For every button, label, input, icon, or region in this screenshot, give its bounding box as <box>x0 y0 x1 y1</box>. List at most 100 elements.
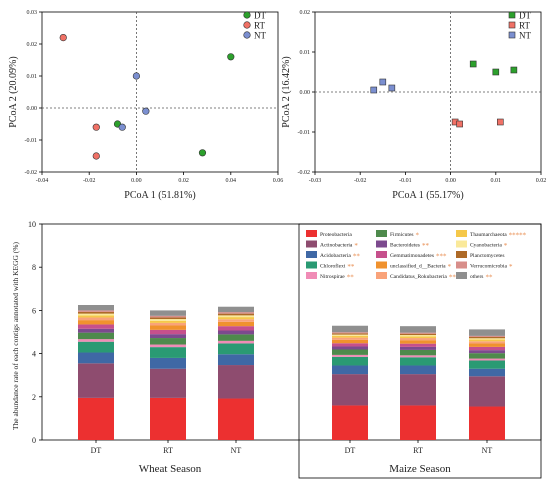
bar-segment-chloroflexi <box>332 356 368 366</box>
legend-swatch-proteobacteria <box>306 230 317 237</box>
legend-label: Cyanobacteria <box>470 243 502 249</box>
bar-segment-candidatus-rokubacteria <box>332 337 368 340</box>
legend-marker-dt <box>243 11 251 19</box>
bar-segment-cyanobacteria <box>78 313 114 316</box>
bar-segment-verrucomicrobia <box>332 332 368 334</box>
legend-swatch-thaumarchaeota <box>456 230 467 237</box>
y-tick-label: 0.00 <box>27 106 38 112</box>
legend-marker-nt <box>508 31 516 39</box>
legend-label: Planctomycetes <box>470 253 505 259</box>
x-tick-label: 0.06 <box>273 178 284 184</box>
x-tick-label: NT <box>231 446 242 455</box>
bar-segment-verrucomicrobia <box>218 312 254 314</box>
legend-swatch-actinobacteria <box>306 240 317 248</box>
legend-marker-rt <box>508 21 516 29</box>
legend-swatch-gemmatimonadetes <box>376 251 387 258</box>
bar-segment-chloroflexi <box>218 343 254 355</box>
legend-label: Chloroflexi <box>320 263 346 270</box>
legend-swatch-verrucomicrobia <box>456 261 467 269</box>
bar-segment-proteobacteria <box>400 405 436 440</box>
bar-segment-gemmatimonadetes <box>469 346 505 351</box>
legend-label: Gemmatimonadetes <box>390 253 434 259</box>
season-label: Maize Season <box>389 463 451 475</box>
bar-segment-planctomycetes <box>400 333 436 336</box>
point-rt <box>59 33 67 42</box>
y-tick-label: 8 <box>32 263 36 272</box>
bar-segment-cyanobacteria <box>218 315 254 318</box>
bar-segment-candidatus-rokubacteria <box>150 322 186 326</box>
legend-label: Firmicutes <box>390 232 414 238</box>
legend-swatch-unclassified-d-bacteria <box>376 261 387 269</box>
bar-segment-candidatus-rokubacteria <box>218 319 254 322</box>
legend-label-dt: DT <box>519 11 531 21</box>
x-axis-label: PCoA 1 (55.17%) <box>392 190 463 201</box>
bar-segment-cyanobacteria <box>400 335 436 337</box>
legend-label-rt: RT <box>519 21 530 31</box>
y-tick-label: -0.01 <box>298 130 311 136</box>
significance-marks: * <box>448 263 452 271</box>
point-rt <box>92 152 100 160</box>
point-rt <box>497 118 504 126</box>
bar-segment-thaumarchaeota <box>400 336 436 339</box>
legend-marker-rt <box>243 21 251 29</box>
significance-marks: ** <box>485 274 493 282</box>
x-tick-label: -0.01 <box>399 178 412 184</box>
x-tick-label: 0.01 <box>491 178 502 184</box>
y-tick-label: -0.02 <box>25 170 38 176</box>
bar-segment-proteobacteria <box>150 397 186 440</box>
bar-segment-bacteroidetes <box>218 330 254 335</box>
bar-segment-candidatus-rokubacteria <box>469 341 505 344</box>
legend-swatch-bacteroidetes <box>376 240 387 248</box>
bar-segment-gemmatimonadetes <box>78 324 114 329</box>
legend-label-dt: DT <box>254 11 266 21</box>
maize-season-panel <box>298 223 542 479</box>
legend-label: Bacteroidetes <box>390 243 420 249</box>
point-nt <box>370 86 378 94</box>
pcoa-plot-a: -0.04 -0.02 0.00 0.02 0.04 0.06 -0.02 -0.01 0.00… <box>8 10 283 201</box>
significance-marks: * <box>354 242 358 250</box>
legend-marker-nt <box>243 31 251 39</box>
legend-swatch-candidatus-rokubacteria <box>376 272 387 279</box>
x-tick-label: 0.04 <box>226 178 237 184</box>
bar-segment-others <box>400 326 436 333</box>
bar-segment-others <box>78 305 114 311</box>
bar-segment-firmicutes <box>332 349 368 355</box>
bar-segment-cyanobacteria <box>332 334 368 336</box>
legend-label: Actinobacteria <box>320 243 353 249</box>
significance-marks: ** <box>347 274 355 282</box>
y-tick-label: 0.01 <box>300 50 311 56</box>
significance-marks: ***** <box>509 232 527 240</box>
point-nt <box>142 107 150 115</box>
bar-segment-thaumarchaeota <box>78 315 114 318</box>
bar-segment-acidobacteria <box>218 354 254 366</box>
legend-label: Nitrospirae <box>320 274 345 280</box>
y-tick-label: 0 <box>32 436 36 445</box>
bar-segment-nitrospirae <box>150 344 186 348</box>
significance-marks: ** <box>422 242 430 250</box>
point-nt <box>118 123 126 131</box>
bar-segment-bacteroidetes <box>400 346 436 350</box>
legend-swatch-others <box>456 272 467 279</box>
legend-label: Proteobacteria <box>320 232 352 238</box>
bar-segment-acidobacteria <box>400 365 436 375</box>
y-axis-label: The abundance rate of each contigs annot… <box>11 241 20 430</box>
bar-segment-chloroflexi <box>150 347 186 358</box>
bar-segment-acidobacteria <box>78 352 114 364</box>
bar-segment-proteobacteria <box>469 406 505 440</box>
y-tick-label: 4 <box>32 350 36 359</box>
x-tick-label: -0.04 <box>36 178 49 184</box>
bar-segment-others <box>332 325 368 333</box>
bar-segment-nitrospirae <box>218 340 254 344</box>
point-nt <box>379 78 387 86</box>
x-tick-label: 0.00 <box>131 178 142 184</box>
significance-marks: ** <box>353 253 361 261</box>
bar-segment-others <box>150 310 186 316</box>
x-axis-label: PCoA 1 (51.81%) <box>124 190 195 201</box>
y-tick-label: 0.00 <box>300 90 311 96</box>
x-tick-label: -0.02 <box>354 178 367 184</box>
bar-segment-gemmatimonadetes <box>150 329 186 335</box>
bar-segment-proteobacteria <box>218 398 254 440</box>
bar-segment-unclassified-d-bacteria <box>469 343 505 347</box>
bar-segment-cyanobacteria <box>469 338 505 340</box>
x-tick-label: 0.00 <box>445 178 456 184</box>
